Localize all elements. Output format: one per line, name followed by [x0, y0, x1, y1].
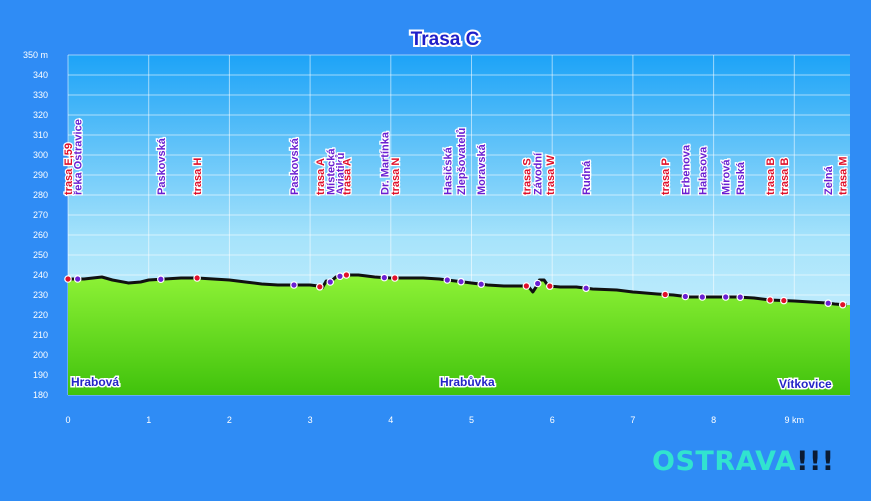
stop-marker: [391, 274, 399, 282]
stop-label: Zlepšovatelů: [456, 128, 468, 195]
stop-marker: [681, 292, 690, 301]
stop-marker: [64, 275, 72, 283]
y-tick-label: 340: [33, 70, 48, 80]
stop-label: trasa A: [341, 158, 353, 195]
stop-marker: [838, 300, 847, 309]
stop-marker: [326, 278, 335, 286]
x-tick-label: 9 km: [785, 415, 805, 425]
x-tick-label: 2: [227, 415, 232, 425]
stop-label: trasa B: [765, 158, 777, 195]
stop-marker: [780, 296, 788, 305]
x-tick-label: 1: [146, 415, 151, 425]
stop-label: Dr. Martínka: [379, 131, 391, 195]
stop-marker: [336, 272, 344, 281]
stop-label: trasa S: [521, 158, 533, 195]
stop-marker: [698, 293, 707, 301]
y-tick-label: 220: [33, 310, 48, 320]
x-tick-label: 6: [550, 415, 555, 425]
y-tick-label: 200: [33, 350, 48, 360]
stop-label: Zelná: [823, 165, 835, 195]
stop-label: trasa A: [315, 158, 327, 195]
stop-label: trasa E,59: [63, 143, 75, 195]
stop-label: Paskovská: [156, 137, 168, 195]
x-tick-label: 8: [711, 415, 716, 425]
x-tick-label: 5: [469, 415, 474, 425]
chart-title: Trasa C: [411, 29, 480, 50]
stop-label: trasa B: [779, 158, 791, 195]
stop-label: trasa P: [660, 158, 672, 195]
y-tick-label: 250: [33, 250, 48, 260]
stop-marker: [290, 281, 298, 289]
y-tick-label: 300: [33, 150, 48, 160]
stop-label: trasa W: [545, 155, 557, 195]
y-tick-label: 230: [33, 290, 48, 300]
stop-marker: [380, 273, 389, 282]
x-tick-label: 4: [388, 415, 393, 425]
y-tick-label: 190: [33, 370, 48, 380]
stop-markers: [64, 271, 847, 309]
stop-label: Moravská: [476, 143, 488, 195]
district-label-hrabuvka: Hrabůvka: [440, 375, 495, 389]
stop-marker: [545, 282, 554, 290]
y-axis-ticks: 180 190 200 210 220 230 240 250 260 270 280 290 300 3…: [23, 50, 48, 400]
y-tick-label: 270: [33, 210, 48, 220]
stop-label: Halasova: [697, 146, 709, 195]
stop-marker: [522, 282, 531, 290]
x-tick-label: 0: [65, 415, 70, 425]
stop-marker: [661, 290, 669, 299]
stop-label: Závodní: [533, 152, 545, 195]
ostrava-logo: OSTRAVA!!!: [652, 446, 835, 477]
stop-marker: [342, 271, 351, 279]
y-tick-label: 210: [33, 330, 48, 340]
x-axis-ticks: 0 1 2 3 4 5 6 7 8 9 km: [65, 415, 804, 425]
stop-marker: [457, 277, 465, 286]
logo-exclamations: !!!: [796, 446, 835, 477]
stop-marker: [721, 293, 730, 301]
y-tick-label: 320: [33, 110, 48, 120]
stop-label: Erbenova: [680, 144, 692, 195]
y-tick-label: 180: [33, 390, 48, 400]
stop-marker: [766, 296, 774, 304]
stop-label: Aviatiků: [335, 153, 347, 195]
y-tick-label: 280: [33, 190, 48, 200]
stop-marker: [477, 280, 485, 289]
stop-label: řeka Ostravice: [73, 119, 85, 195]
stop-marker: [582, 284, 590, 293]
y-tick-label: 240: [33, 270, 48, 280]
stop-marker: [73, 275, 82, 283]
logo-text: OSTRAVA: [652, 446, 797, 477]
stop-label: Místecká: [325, 148, 337, 195]
stop-label: trasa M: [838, 156, 850, 195]
stop-marker: [736, 293, 745, 301]
district-label-vitkovice: Vítkovice: [779, 377, 832, 391]
x-tick-label: 3: [308, 415, 313, 425]
stop-label: trasa H: [192, 158, 204, 195]
elevation-area: [68, 275, 850, 395]
stop-label: Paskovská: [289, 137, 301, 195]
district-label-hrabova: Hrabová: [71, 375, 119, 389]
stop-marker: [193, 274, 201, 282]
y-tick-label: 260: [33, 230, 48, 240]
stop-marker: [824, 299, 832, 308]
stop-marker: [533, 279, 542, 288]
stop-marker: [443, 276, 452, 284]
stop-label: Ruská: [735, 161, 747, 195]
y-tick-label: 310: [33, 130, 48, 140]
stop-marker: [315, 282, 324, 291]
stop-label: Hasičská: [442, 146, 454, 195]
stop-label: Mírová: [721, 159, 733, 195]
x-tick-label: 7: [630, 415, 635, 425]
stop-label: Rudná: [581, 160, 593, 195]
y-tick-label: 350 m: [23, 50, 48, 60]
y-tick-label: 330: [33, 90, 48, 100]
stop-marker: [157, 275, 165, 284]
stop-label: trasa N: [390, 158, 402, 195]
y-tick-label: 290: [33, 170, 48, 180]
